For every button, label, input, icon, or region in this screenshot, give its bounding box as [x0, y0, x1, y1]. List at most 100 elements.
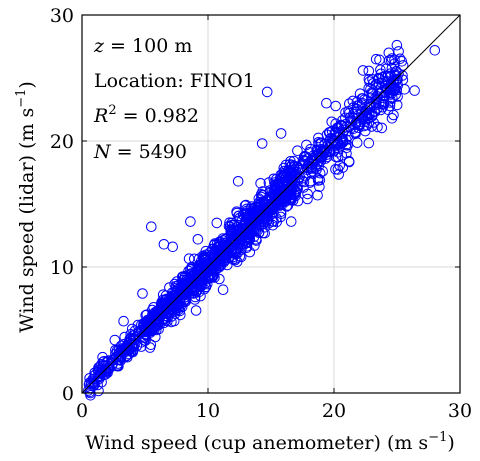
data-point-outlier — [343, 155, 355, 167]
annotation-n: N = 5490 — [93, 141, 187, 163]
data-point — [351, 103, 362, 115]
data-point — [367, 109, 378, 121]
data-point — [124, 333, 136, 345]
data-point — [363, 82, 375, 94]
data-point — [387, 92, 398, 104]
data-point — [396, 56, 408, 67]
data-point — [197, 250, 208, 262]
data-point — [255, 178, 266, 189]
data-point — [198, 252, 210, 264]
data-point — [391, 65, 402, 77]
data-point — [316, 147, 327, 159]
data-point — [113, 354, 125, 365]
data-point — [169, 278, 180, 290]
data-point-outlier — [386, 113, 398, 124]
data-point — [271, 216, 283, 228]
data-point — [225, 248, 237, 259]
x-tick-label-20: 20 — [322, 400, 346, 422]
data-point — [101, 356, 112, 368]
data-point — [383, 47, 395, 59]
scatter-points — [83, 39, 441, 401]
data-point-outlier — [200, 281, 211, 293]
data-point-outlier — [312, 189, 323, 201]
data-point-outlier — [321, 97, 332, 109]
data-point — [300, 170, 311, 182]
data-point — [324, 127, 336, 138]
data-point-outlier — [265, 201, 277, 212]
data-point — [175, 309, 186, 321]
data-point — [397, 60, 409, 71]
data-point — [302, 188, 313, 200]
data-point — [341, 148, 352, 159]
data-point — [84, 386, 96, 398]
data-point — [220, 249, 232, 261]
data-point-outlier — [167, 241, 178, 253]
data-point — [298, 176, 310, 188]
data-point — [330, 126, 342, 137]
data-point — [190, 272, 202, 284]
data-point-outlier — [185, 216, 196, 227]
data-point — [363, 137, 375, 149]
x-axis-label: Wind speed (cup anemometer) (m s−1) — [85, 430, 455, 454]
data-point — [231, 222, 243, 233]
data-point — [119, 346, 130, 358]
data-point-outlier — [302, 193, 313, 205]
data-point-outlier — [357, 65, 369, 76]
data-point — [188, 288, 199, 299]
data-point-outlier — [158, 239, 170, 250]
data-point — [388, 77, 400, 88]
data-point — [311, 164, 322, 175]
data-point — [236, 224, 248, 235]
data-point — [214, 250, 226, 261]
data-point-outlier — [232, 176, 244, 187]
data-point-outlier — [285, 216, 297, 227]
data-point — [361, 119, 373, 131]
data-point — [385, 87, 397, 98]
data-point — [302, 160, 314, 171]
data-point — [335, 119, 347, 131]
data-point — [281, 181, 292, 192]
data-point — [279, 189, 290, 200]
data-point — [341, 126, 353, 137]
data-point-outlier — [256, 138, 268, 149]
data-point — [328, 145, 340, 157]
data-point — [389, 54, 400, 66]
data-point — [239, 200, 251, 211]
data-point — [200, 251, 212, 263]
data-point — [268, 206, 279, 218]
data-point-outlier — [261, 86, 273, 98]
data-point — [244, 222, 255, 233]
data-point — [330, 100, 342, 112]
data-point — [206, 259, 217, 271]
data-point — [289, 189, 300, 201]
x-tick-label-0: 0 — [76, 400, 88, 422]
data-point — [204, 262, 215, 273]
data-point-outlier — [211, 217, 223, 229]
data-point-outlier — [251, 205, 263, 216]
data-point — [178, 286, 189, 297]
plot-frame — [81, 14, 461, 394]
data-point — [246, 201, 257, 212]
data-point — [389, 58, 400, 70]
data-point — [251, 223, 263, 235]
data-point — [166, 290, 178, 302]
data-point — [206, 254, 217, 266]
data-point — [322, 151, 333, 163]
data-point — [94, 362, 105, 373]
data-point — [190, 305, 202, 316]
data-point — [214, 273, 225, 285]
data-point — [384, 100, 396, 112]
data-point — [264, 196, 275, 207]
data-point — [305, 163, 316, 174]
data-point — [292, 145, 303, 156]
data-point — [231, 234, 242, 246]
y-axis-label: Wind speed (lidar) (m s−1) — [14, 81, 38, 333]
data-point — [281, 201, 292, 212]
data-point — [86, 378, 97, 390]
data-point — [313, 137, 324, 148]
data-point-outlier — [399, 84, 410, 95]
data-point — [144, 319, 156, 331]
data-point — [107, 355, 118, 366]
data-point — [391, 99, 403, 111]
